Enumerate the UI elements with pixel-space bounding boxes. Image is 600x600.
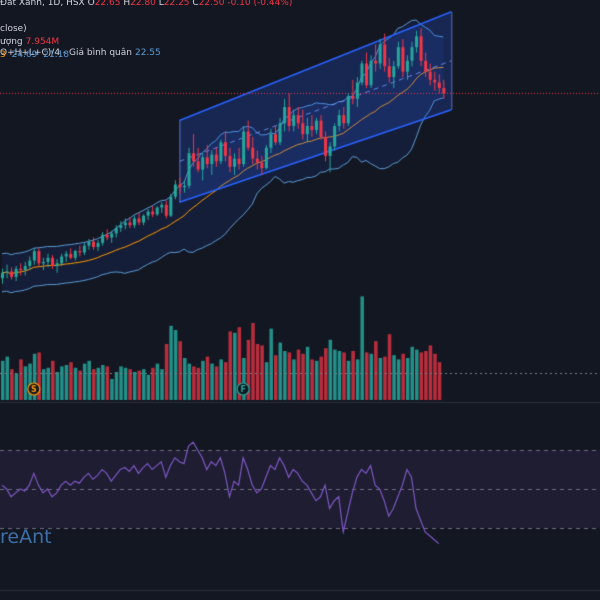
bollinger-lower-value: 21.18 (43, 50, 70, 60)
high-value: 22.80 (130, 0, 156, 8)
volume-value: 7.954M (25, 37, 60, 47)
volume-label: ượng (0, 37, 23, 47)
bollinger-upper-value: 24.69 (11, 50, 38, 60)
change-value: -0.10 (-0.44%) (227, 0, 293, 8)
open-value: 22.65 (94, 0, 121, 8)
open-label: O (87, 0, 95, 8)
ohlc-legend: Đất Xanh, 1D, HSX O22.65 H22.80 L22.25 C… (0, 0, 292, 9)
average-label: O+H+L+C)/4 - Giá bình quân (0, 48, 132, 58)
close-value: 22.50 (198, 0, 225, 8)
average-value: 22.55 (134, 48, 161, 58)
symbol-label: Đất Xanh, 1D, HSX (0, 0, 85, 8)
bollinger-prefix: 3 (0, 50, 6, 60)
indicator-close-label: close) (0, 24, 27, 34)
indicator-legend-close: close) (0, 24, 27, 35)
bollinger-legend: 3 24.69 21.18 (0, 50, 69, 61)
high-label: H (123, 0, 131, 8)
volume-legend: ượng 7.954M O+H+L+C)/4 - Giá bình quân 22.5… (0, 37, 161, 59)
watermark-logo-text: reAnt (0, 526, 52, 548)
low-label: L (158, 0, 164, 8)
low-value: 22.25 (163, 0, 190, 8)
close-label: C (192, 0, 199, 8)
